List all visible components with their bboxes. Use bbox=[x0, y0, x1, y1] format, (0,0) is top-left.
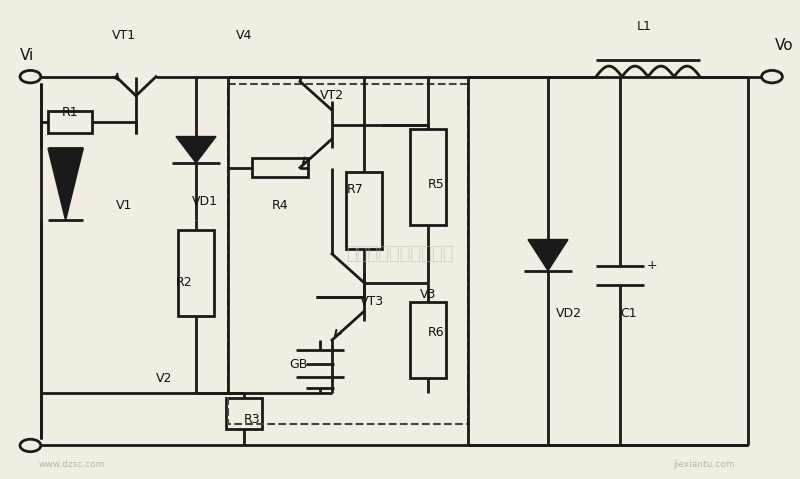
Text: V2: V2 bbox=[156, 372, 172, 385]
Text: V4: V4 bbox=[236, 29, 252, 43]
Text: Vo: Vo bbox=[774, 38, 793, 53]
Bar bbox=[410, 302, 446, 378]
Text: R3: R3 bbox=[244, 412, 261, 426]
Text: L1: L1 bbox=[637, 20, 651, 33]
Text: R1: R1 bbox=[62, 106, 78, 119]
Text: R7: R7 bbox=[347, 182, 364, 196]
Text: VT3: VT3 bbox=[360, 295, 384, 308]
Bar bbox=[410, 129, 446, 225]
Text: R5: R5 bbox=[428, 178, 445, 191]
Text: V1: V1 bbox=[116, 199, 132, 213]
Text: www.dzsc.com: www.dzsc.com bbox=[39, 460, 105, 469]
Text: Vi: Vi bbox=[20, 47, 34, 63]
Text: VD1: VD1 bbox=[192, 194, 218, 208]
Text: R2: R2 bbox=[175, 276, 192, 289]
Text: VT1: VT1 bbox=[112, 29, 136, 43]
Text: C1: C1 bbox=[620, 307, 637, 320]
Polygon shape bbox=[528, 240, 568, 271]
Text: VD2: VD2 bbox=[556, 307, 582, 320]
Bar bbox=[252, 158, 308, 177]
Text: jiexiantu.com: jiexiantu.com bbox=[674, 460, 734, 469]
Bar bbox=[228, 84, 468, 424]
Bar bbox=[48, 112, 92, 133]
Text: +: + bbox=[646, 259, 658, 273]
Text: R4: R4 bbox=[271, 199, 288, 213]
Bar bbox=[226, 398, 262, 429]
Polygon shape bbox=[176, 137, 216, 163]
Text: VT2: VT2 bbox=[320, 89, 344, 103]
Bar bbox=[346, 172, 382, 249]
Text: GB: GB bbox=[290, 357, 308, 371]
Bar bbox=[178, 230, 214, 316]
Polygon shape bbox=[48, 148, 83, 220]
Text: R6: R6 bbox=[428, 326, 445, 340]
Text: 杭州将睿科技有限公司: 杭州将睿科技有限公司 bbox=[346, 245, 454, 263]
Text: V3: V3 bbox=[420, 288, 436, 301]
